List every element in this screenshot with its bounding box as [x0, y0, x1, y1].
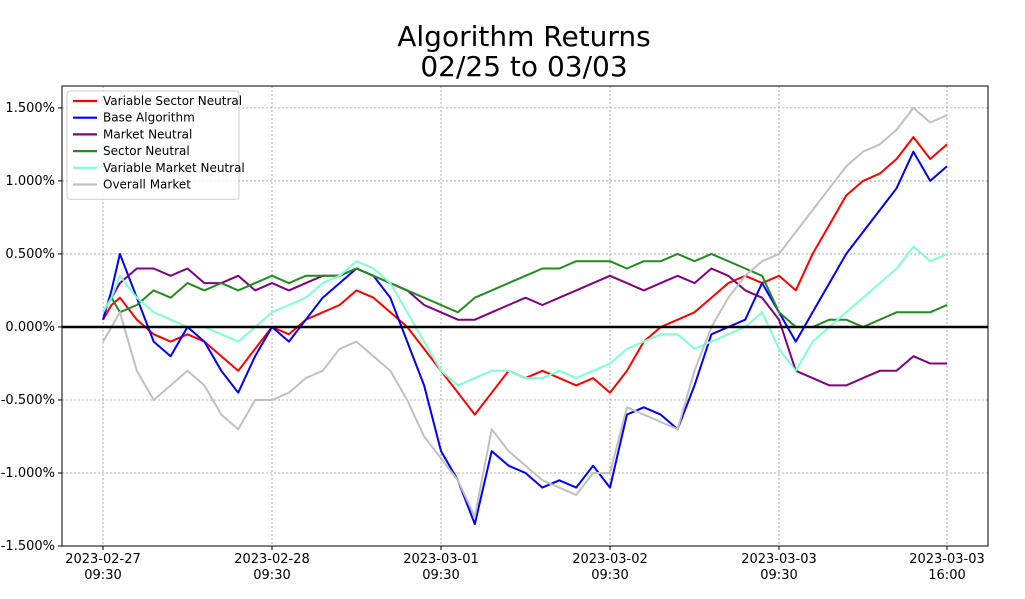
legend-label: Overall Market: [103, 178, 191, 192]
legend-label: Sector Neutral: [103, 144, 190, 158]
x-tick-date: 2023-02-27: [65, 552, 141, 567]
x-tick-date: 2023-03-03: [909, 552, 985, 567]
series-line: [102, 245, 948, 387]
y-tick-label: -1.000%: [1, 466, 55, 481]
x-tick-date: 2023-03-02: [572, 552, 648, 567]
series-line: [102, 267, 947, 387]
axes: 1.500% 1.000% 0.500% 0.000% -0.500% -1.000% -1…: [1, 101, 988, 583]
plot-frame: [61, 85, 989, 547]
y-tick-label: -0.500%: [1, 393, 55, 408]
legend: Variable Sector Neutral Base Algorithm Mar…: [66, 90, 245, 200]
x-tick-time: 09:30: [591, 568, 628, 583]
x-tick-date: 2023-03-03: [741, 552, 817, 567]
legend-label: Variable Market Neutral: [103, 161, 245, 175]
x-tick-time: 09:30: [422, 568, 459, 583]
y-tick-label: -1.500%: [1, 539, 55, 554]
legend-label: Market Neutral: [103, 127, 192, 141]
legend-label: Variable Sector Neutral: [103, 94, 242, 108]
x-tick-time: 09:30: [760, 568, 797, 583]
x-tick-time: 16:00: [928, 568, 965, 583]
series-line: [102, 252, 948, 328]
x-tick-time: 09:30: [84, 568, 121, 583]
x-tick-time: 09:30: [253, 568, 290, 583]
legend-label: Base Algorithm: [103, 111, 195, 125]
y-tick-label: 0.500%: [5, 247, 55, 262]
chart-title-line-2: 02/25 to 03/03: [420, 50, 628, 83]
y-tick-label: 0.000%: [5, 320, 55, 335]
legend-box: [66, 90, 240, 200]
series-line: [102, 106, 948, 518]
x-tick-date: 2023-03-01: [403, 552, 479, 567]
chart-title-line-1: Algorithm Returns: [397, 20, 651, 53]
y-tick-label: 1.500%: [5, 101, 55, 116]
y-tick-label: 1.000%: [5, 174, 55, 189]
x-tick-date: 2023-02-28: [234, 552, 310, 567]
